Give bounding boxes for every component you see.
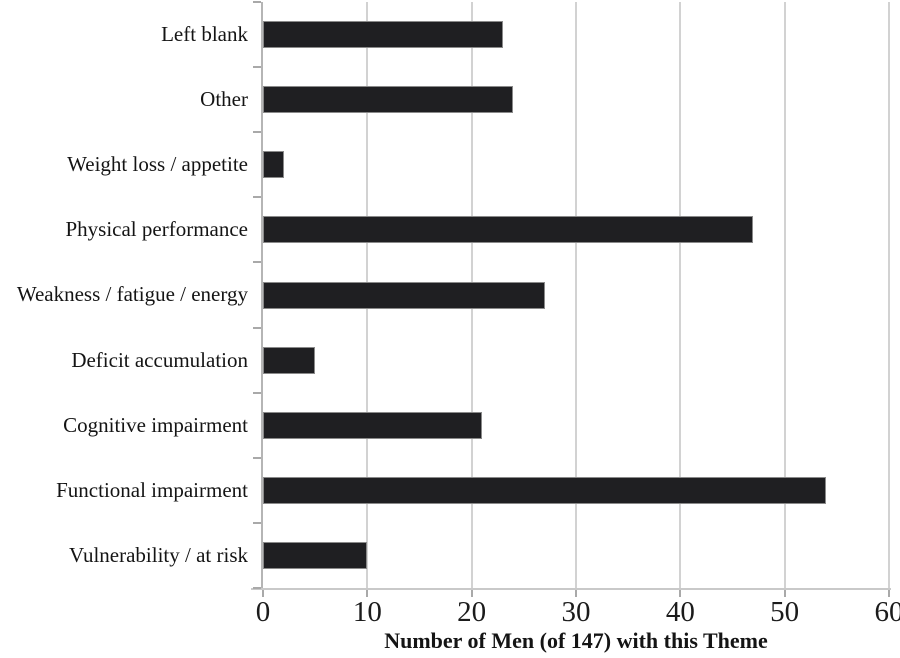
category-label-8: Vulnerability / at risk [69, 542, 248, 567]
bar-2 [263, 151, 284, 179]
bar-0 [263, 21, 503, 49]
gridline-50 [783, 2, 786, 588]
gridline-30 [575, 2, 577, 588]
gridline-40 [679, 2, 682, 588]
y-axis-tick-8 [253, 521, 261, 524]
category-label-4: Weakness / fatigue / energy [16, 282, 248, 307]
y-axis-tick-6 [253, 391, 261, 394]
category-label-0: Left blank [161, 22, 248, 47]
x-axis-tick-60 [888, 590, 890, 597]
y-axis-tick-4 [253, 261, 261, 264]
y-axis-tick-3 [253, 196, 261, 199]
x-axis-tick-0 [262, 590, 264, 597]
category-label-6: Cognitive impairment [63, 412, 248, 437]
category-label-5: Deficit accumulation [71, 347, 248, 372]
category-label-3: Physical performance [65, 217, 248, 242]
x-tick-label-60: 60 [874, 596, 900, 628]
category-label-1: Other [200, 87, 248, 112]
x-tick-label-50: 50 [770, 596, 800, 628]
x-tick-label-10: 10 [352, 596, 382, 628]
bar-8 [263, 541, 368, 569]
y-axis-tick-2 [253, 131, 261, 134]
bar-6 [263, 411, 483, 439]
gridline-60 [888, 2, 890, 588]
x-tick-label-20: 20 [457, 596, 487, 628]
y-axis-line [261, 2, 263, 590]
bar-1 [263, 86, 514, 114]
bar-4 [263, 281, 545, 309]
x-axis-tick-30 [575, 590, 577, 597]
y-axis-tick-7 [253, 456, 261, 459]
y-axis-tick-5 [253, 326, 261, 329]
y-axis-tick-9 [253, 587, 261, 589]
x-axis-title: Number of Men (of 147) with this Theme [384, 628, 768, 653]
x-axis-tick-10 [366, 590, 369, 597]
y-axis-tick-0 [253, 1, 261, 3]
bar-7 [263, 476, 827, 504]
plot-area [263, 2, 890, 588]
bar-5 [263, 346, 316, 374]
x-tick-label-30: 30 [561, 596, 591, 628]
x-axis-tick-40 [679, 590, 682, 597]
x-axis-line [251, 588, 891, 590]
y-axis-tick-1 [253, 66, 261, 69]
x-tick-label-40: 40 [665, 596, 695, 628]
x-axis-tick-20 [470, 590, 473, 597]
category-label-7: Functional impairment [56, 477, 248, 502]
x-axis-tick-50 [783, 590, 786, 597]
x-tick-label-0: 0 [255, 596, 271, 628]
bar-3 [263, 216, 754, 244]
category-label-2: Weight loss / appetite [67, 152, 248, 177]
